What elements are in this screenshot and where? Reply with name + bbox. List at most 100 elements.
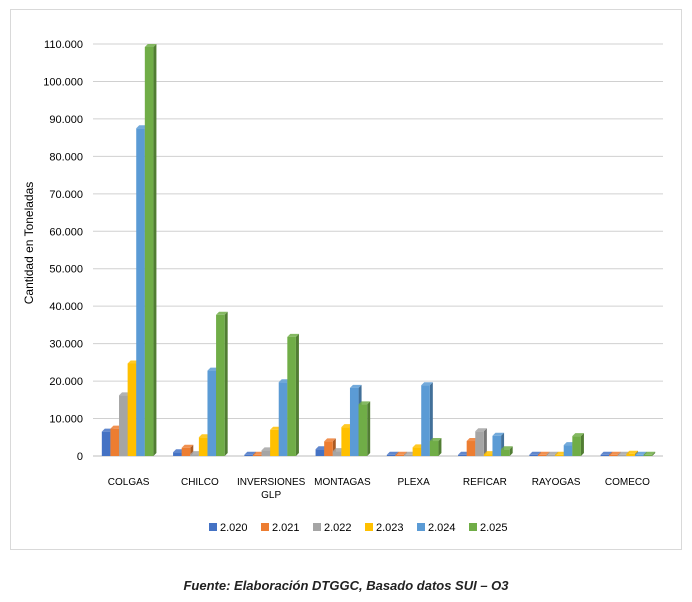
bar-front <box>546 454 556 456</box>
x-tick-label: CHILCO <box>181 477 219 488</box>
bar-front <box>483 454 493 456</box>
bar-front <box>315 449 325 456</box>
bar-front <box>287 336 296 456</box>
bar-side <box>367 401 371 456</box>
bar-front <box>144 46 154 456</box>
bar-front <box>600 454 610 456</box>
bar-front <box>341 427 350 456</box>
legend-item: 2.022 <box>313 522 352 534</box>
bar-front <box>324 441 333 456</box>
bar-side <box>580 433 584 456</box>
y-tick-label: 50.000 <box>49 264 83 276</box>
bar <box>429 438 442 456</box>
bar <box>216 311 228 456</box>
bar-front <box>270 429 279 456</box>
bar-front <box>626 453 635 456</box>
gridlines <box>93 43 663 457</box>
bar-front <box>609 454 618 456</box>
bar-front <box>252 454 262 456</box>
y-tick-label: 110.000 <box>44 39 83 51</box>
bar-front <box>190 454 199 456</box>
y-tick-label: 100.000 <box>43 76 83 88</box>
x-tick-label: REFICAR <box>463 477 507 488</box>
bar-top <box>181 444 194 448</box>
bar-front <box>529 454 538 456</box>
bar-front <box>466 441 476 456</box>
bars <box>101 43 656 456</box>
y-tick-label: 90.000 <box>49 114 83 126</box>
bar-top <box>643 451 656 455</box>
bar-front <box>119 395 128 456</box>
bar-side <box>509 446 513 456</box>
bar-front <box>492 435 502 456</box>
chart-frame: 0 10.000 20.000 30.000 40.000 50.000 60.000 70.… <box>10 9 682 550</box>
bar-front <box>501 449 510 456</box>
y-tick-label: 70.000 <box>49 189 83 201</box>
bar-front <box>198 437 208 456</box>
bar-top <box>529 451 541 455</box>
y-axis-ticks: 0 10.000 20.000 30.000 40.000 50.000 60.000 70.… <box>43 39 83 463</box>
bar-top <box>429 438 442 442</box>
bar-front <box>127 363 137 456</box>
bar-top <box>324 438 336 442</box>
y-tick-label: 80.000 <box>49 151 83 163</box>
legend-item: 2.023 <box>365 522 404 534</box>
bar <box>287 333 299 456</box>
legend-label: 2.022 <box>324 522 352 534</box>
legend-swatch <box>209 523 217 531</box>
legend-swatch <box>417 523 425 531</box>
bar-top <box>287 333 299 337</box>
bar-front <box>555 454 564 456</box>
bar-top <box>492 432 505 436</box>
bar-top <box>244 451 256 455</box>
bar-side <box>224 311 228 456</box>
bar-front <box>643 454 653 456</box>
bar-front <box>332 451 342 456</box>
bar-front <box>429 441 439 456</box>
bar-front <box>173 452 182 456</box>
bar-front <box>537 454 547 456</box>
y-tick-label: 0 <box>77 451 83 463</box>
bar-top <box>358 401 371 405</box>
bar <box>358 401 371 456</box>
bar-top <box>144 43 157 47</box>
legend-swatch <box>365 523 373 531</box>
y-tick-label: 30.000 <box>49 339 83 351</box>
bar-front <box>261 450 271 456</box>
bar-side <box>438 438 442 456</box>
bar <box>144 43 157 456</box>
bar-top <box>349 384 362 388</box>
x-tick-label: PLEXA <box>398 477 431 488</box>
bar-top <box>626 450 638 454</box>
bar-top <box>501 446 513 450</box>
legend-item: 2.021 <box>261 522 300 534</box>
legend-item: 2.020 <box>209 522 248 534</box>
bar-front <box>395 454 405 456</box>
bar-side <box>652 451 656 456</box>
legend-label: 2.023 <box>376 522 404 534</box>
bar-front <box>386 454 396 456</box>
legend-label: 2.021 <box>272 522 300 534</box>
x-tick-label: MONTAGAS <box>314 477 371 488</box>
legend-label: 2.025 <box>480 522 508 534</box>
y-tick-label: 60.000 <box>49 226 83 238</box>
bar-front <box>216 314 225 456</box>
bar-front <box>421 385 430 456</box>
legend: 2.020 2.021 2.022 2.023 2.024 2.025 <box>209 522 508 534</box>
x-axis-ticks: COLGAS CHILCO INVERSIONES GLP MONTAGAS PLEXA R… <box>108 477 650 501</box>
y-tick-label: 10.000 <box>49 414 83 426</box>
legend-item: 2.024 <box>417 522 456 534</box>
bar-top <box>546 451 559 455</box>
source-caption: Fuente: Elaboración DTGGC, Basado datos … <box>183 578 509 593</box>
bar-top <box>475 428 487 432</box>
bar-front <box>458 454 467 456</box>
bar <box>421 382 433 456</box>
bar-top <box>634 451 647 455</box>
bar <box>475 428 487 456</box>
legend-label: 2.020 <box>220 522 248 534</box>
bar-front <box>563 445 573 456</box>
bar-top <box>386 451 399 455</box>
bar-front <box>404 454 413 456</box>
x-tick-label: COMECO <box>605 477 650 488</box>
bar-top <box>600 451 613 455</box>
